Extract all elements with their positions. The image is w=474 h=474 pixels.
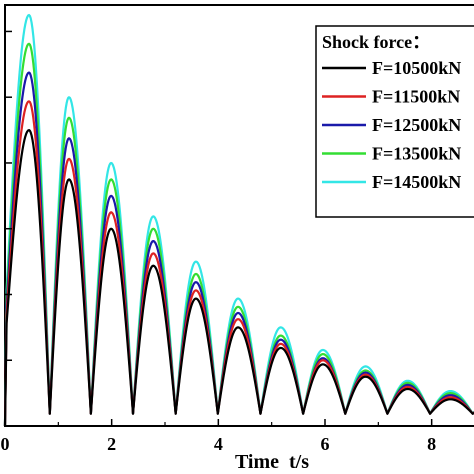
- legend-box: [315, 25, 474, 218]
- legend-label: F=11500kN: [372, 87, 460, 107]
- x-tick-label: 8: [427, 434, 436, 454]
- legend-label: F=10500kN: [372, 58, 461, 78]
- x-axis-ticks: 0 2 4 6 8: [1, 419, 436, 454]
- x-tick-label: 4: [214, 434, 223, 454]
- legend-label: F=13500kN: [372, 144, 461, 164]
- x-tick-label: 6: [321, 434, 330, 454]
- legend: Shock force： F=10500kN F=11500kN F=12500kN…: [315, 25, 474, 218]
- legend-label: F=14500kN: [372, 172, 461, 192]
- x-tick-label: 0: [1, 434, 10, 454]
- x-tick-label: 2: [107, 434, 116, 454]
- y-axis-ticks: [5, 30, 12, 427]
- series-line-f-10500kn: [3, 128, 474, 427]
- legend-title: Shock force：: [322, 32, 430, 52]
- series-layer: [3, 13, 474, 427]
- legend-label: F=12500kN: [372, 115, 461, 135]
- legend-items: F=10500kN F=11500kN F=12500kN F=13500kN F=14…: [322, 58, 461, 192]
- x-axis-label: Time t/s: [235, 451, 309, 473]
- plot-frame: [4, 4, 474, 427]
